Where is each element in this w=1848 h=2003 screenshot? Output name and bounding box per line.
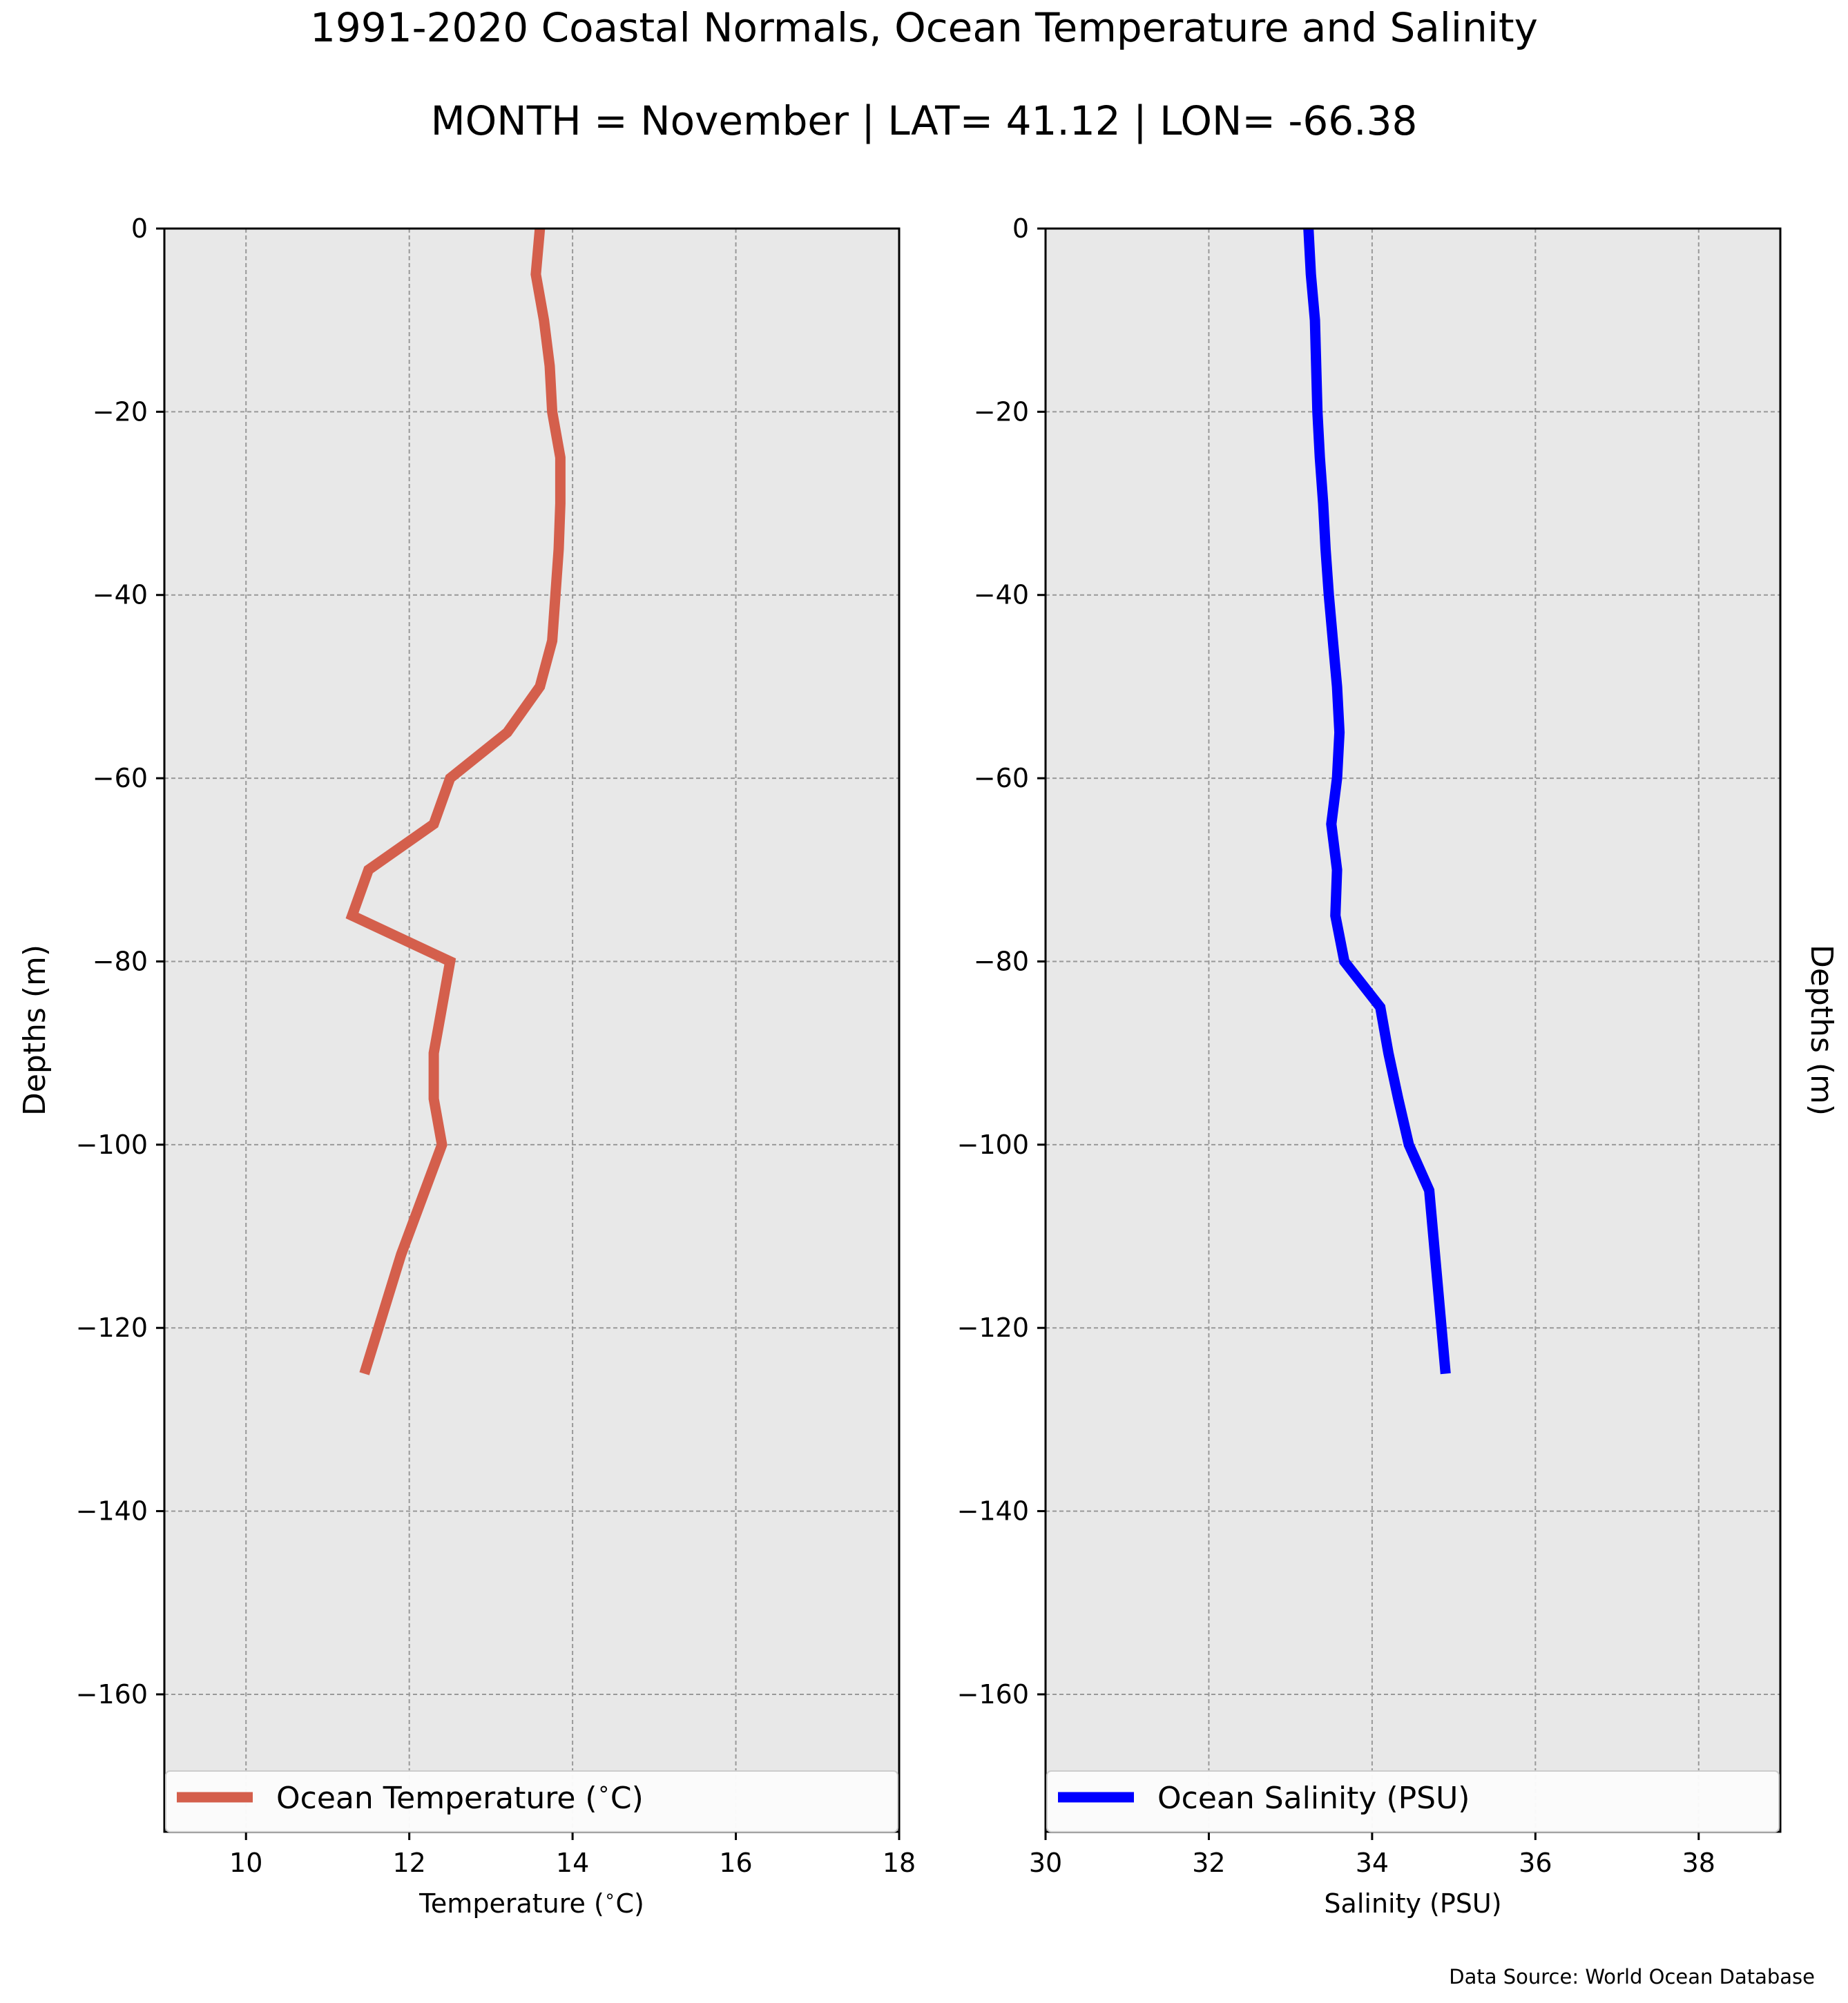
temperature-legend: Ocean Temperature (∘C): [165, 1770, 898, 1832]
figure-subtitle: MONTH = November | LAT= 41.12 | LON= -66…: [431, 97, 1418, 144]
temperature-y-tick-label: −100: [76, 1130, 148, 1160]
temperature-x-ticks: 10 12 14 16 18: [229, 1832, 916, 1878]
temperature-x-axis-label: Temperature (∘C): [418, 1886, 644, 1919]
temperature-y-tick-label: −140: [76, 1496, 148, 1527]
salinity-y-tick-label: −20: [974, 396, 1029, 427]
temperature-y-tick-label: −160: [76, 1679, 148, 1710]
salinity-x-tick-label: 36: [1519, 1848, 1552, 1878]
salinity-x-tick-label: 32: [1192, 1848, 1225, 1878]
salinity-y-tick-label: −160: [957, 1679, 1029, 1710]
salinity-line: [1303, 228, 1451, 1375]
temperature-x-tick-label: 18: [883, 1848, 916, 1878]
temperature-y-ticks: 0 −20 −40 −60 −80 −100 −120 −140 −160: [76, 213, 164, 1710]
salinity-y-axis-label: Depths (m): [1804, 945, 1839, 1116]
temperature-y-axis-label: Depths (m): [17, 945, 52, 1116]
salinity-legend: Ocean Salinity (PSU): [1046, 1770, 1780, 1832]
salinity-x-axis-label: Salinity (PSU): [1324, 1888, 1501, 1919]
salinity-x-tick-label: 34: [1356, 1848, 1389, 1878]
salinity-x-tick-label: 38: [1682, 1848, 1715, 1878]
salinity-y-tick-label: 0: [1012, 213, 1029, 244]
temperature-y-tick-label: −120: [76, 1313, 148, 1343]
source-note: Data Source: World Ocean Database: [1449, 1965, 1815, 1989]
temperature-plot-area: [164, 229, 899, 1832]
temperature-y-tick-label: 0: [131, 213, 148, 244]
salinity-y-tick-label: −100: [957, 1130, 1029, 1160]
temperature-legend-box: [165, 1770, 898, 1832]
temperature-x-tick-label: 12: [392, 1848, 425, 1878]
temperature-panel: 10 12 14 16 18 0 −20 −40 −60 −80 −100 −120 −140 −160…: [17, 213, 916, 1919]
salinity-y-tick-label: −80: [974, 946, 1029, 976]
temperature-x-tick-label: 10: [229, 1848, 262, 1878]
salinity-x-tick-label: 30: [1029, 1848, 1062, 1878]
temperature-x-tick-label: 16: [719, 1848, 752, 1878]
salinity-panel: 30 32 34 36 38 0 −20 −40 −60 −80 −100 −120 −140 −160…: [957, 213, 1839, 1919]
temperature-legend-label: Ocean Temperature (∘C): [276, 1777, 644, 1816]
salinity-legend-box: [1046, 1770, 1780, 1832]
temperature-y-tick-label: −60: [93, 763, 148, 793]
salinity-y-tick-label: −140: [957, 1496, 1029, 1527]
salinity-y-tick-label: −60: [974, 763, 1029, 793]
temperature-y-tick-label: −20: [93, 396, 148, 427]
temperature-y-tick-label: −80: [93, 946, 148, 976]
salinity-legend-label: Ocean Salinity (PSU): [1157, 1781, 1470, 1816]
temperature-line: [345, 228, 566, 1375]
figure-title: 1991-2020 Coastal Normals, Ocean Tempera…: [310, 4, 1538, 51]
salinity-plot-area: [1046, 229, 1780, 1832]
temperature-x-tick-label: 14: [556, 1848, 589, 1878]
salinity-y-ticks: 0 −20 −40 −60 −80 −100 −120 −140 −160: [957, 213, 1046, 1710]
salinity-x-ticks: 30 32 34 36 38: [1029, 1832, 1715, 1878]
salinity-y-tick-label: −40: [974, 580, 1029, 610]
temperature-y-tick-label: −40: [93, 580, 148, 610]
salinity-y-tick-label: −120: [957, 1313, 1029, 1343]
